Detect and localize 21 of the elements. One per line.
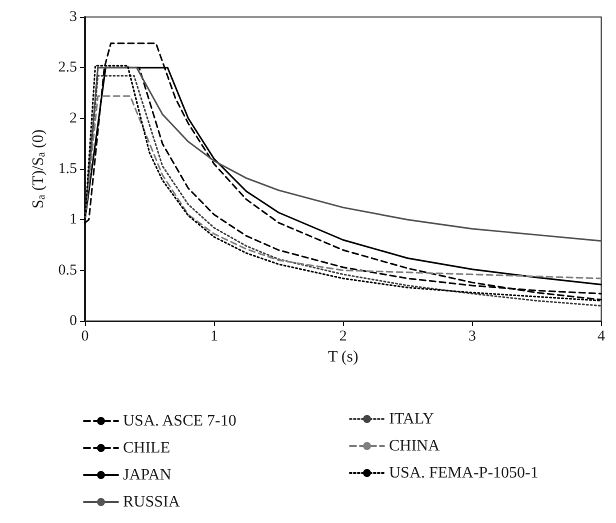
x-tick-label: 4 (598, 328, 606, 344)
x-axis-title: T (s) (328, 348, 358, 366)
legend-label: CHINA (389, 438, 440, 454)
x-tick-label: 3 (468, 328, 476, 344)
x-tick-label: 0 (81, 328, 89, 344)
legend-label: USA. FEMA-P-1050-1 (389, 464, 538, 482)
legend-label: CHILE (123, 440, 170, 456)
legend-label: USA. ASCE 7-10 (123, 412, 236, 430)
y-axis-title: Sa (T)/Sa (0) (30, 129, 48, 209)
y-tick-label: 2.5 (58, 60, 77, 76)
x-tick-label: 2 (339, 328, 347, 344)
x-tick-label: 1 (210, 328, 218, 344)
legend-label: JAPAN (123, 466, 172, 484)
y-tick-label: 2 (70, 110, 77, 126)
y-tick-label: 0.5 (58, 262, 77, 278)
y-tick-label: 1 (70, 212, 77, 228)
y-tick-label: 0 (70, 313, 77, 329)
y-tick-label: 1.5 (58, 161, 77, 177)
y-tick-label: 3 (70, 9, 77, 25)
legend-label: ITALY (389, 410, 435, 428)
legend-label: RUSSIA (123, 494, 180, 510)
